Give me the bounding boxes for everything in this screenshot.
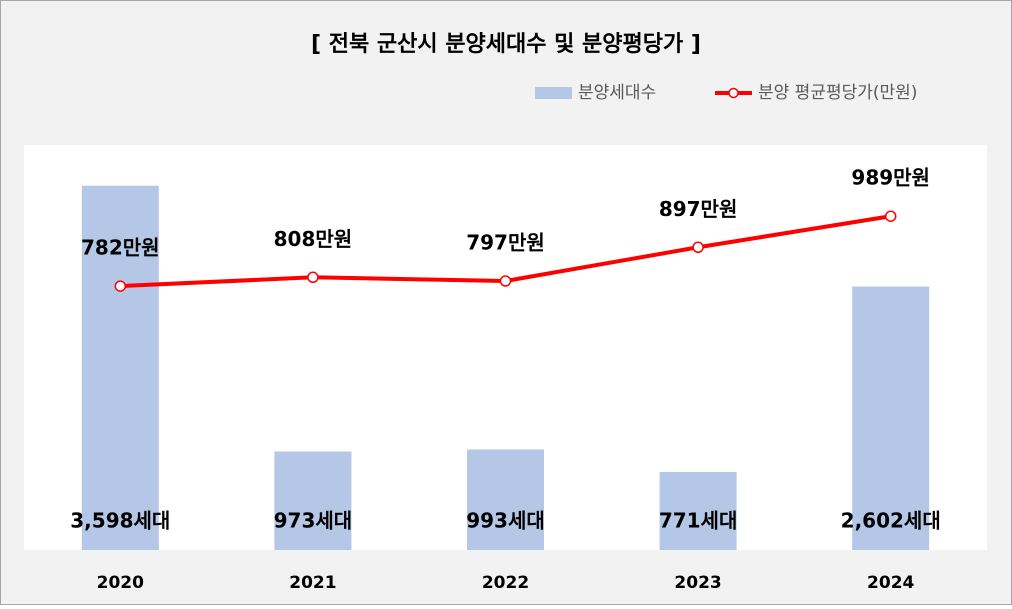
line-marker <box>114 280 127 292</box>
x-tick-label: 2022 <box>482 573 529 593</box>
data-label: 3,598세대 <box>70 509 170 533</box>
bar <box>852 286 930 550</box>
legend-label: 분양 평균평당가(만원) <box>758 83 917 103</box>
bar <box>659 471 737 550</box>
line-marker <box>884 210 897 222</box>
bar <box>81 185 159 550</box>
line-marker <box>307 271 319 284</box>
data-label: 993세대 <box>466 509 545 533</box>
legend-label: 분양세대수 <box>578 83 656 103</box>
data-label: 797만원 <box>466 231 545 255</box>
data-label: 808만원 <box>274 227 353 251</box>
data-label: 2,602세대 <box>841 509 941 533</box>
legend-swatch <box>535 87 572 99</box>
data-label: 897만원 <box>659 197 738 221</box>
bar <box>467 449 544 550</box>
data-label: 782만원 <box>81 236 160 260</box>
line-marker <box>692 241 704 254</box>
x-tick-label: 2024 <box>867 573 914 593</box>
data-label: 771세대 <box>659 509 738 533</box>
x-tick-label: 2021 <box>289 573 336 593</box>
x-tick-label: 2023 <box>674 573 721 593</box>
data-label: 989만원 <box>851 166 930 190</box>
line-marker <box>499 275 512 287</box>
chart-title: [ 전북 군산시 분양세대수 및 분양평당가 ] <box>311 32 701 57</box>
data-label: 973세대 <box>274 509 353 533</box>
legend-marker <box>728 87 739 99</box>
x-tick-label: 2020 <box>97 573 144 593</box>
bar <box>274 451 352 550</box>
